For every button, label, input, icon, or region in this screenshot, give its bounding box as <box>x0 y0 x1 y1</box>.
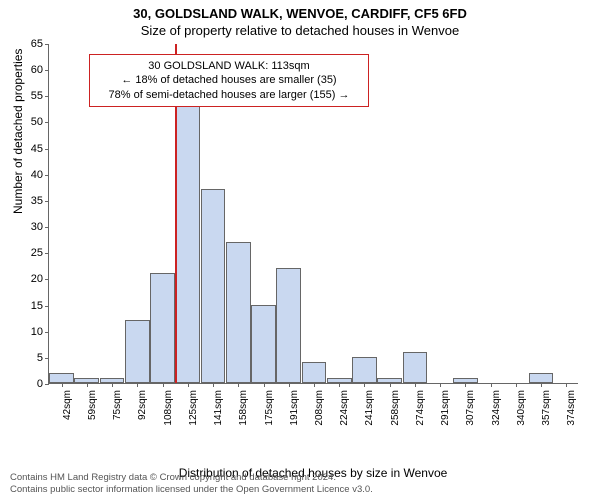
x-tick-mark <box>87 383 88 387</box>
y-tick-label: 15 <box>19 300 43 312</box>
histogram-bar <box>226 242 251 383</box>
y-tick-mark <box>45 175 49 176</box>
x-tick-mark <box>62 383 63 387</box>
x-tick-mark <box>364 383 365 387</box>
footer-line-2: Contains public sector information licen… <box>10 484 373 496</box>
x-tick-mark <box>339 383 340 387</box>
x-tick-mark <box>541 383 542 387</box>
y-tick-label: 0 <box>19 378 43 390</box>
annotation-line-3: 78% of semi-detached houses are larger (… <box>98 88 360 102</box>
y-tick-label: 20 <box>19 273 43 285</box>
y-tick-mark <box>45 201 49 202</box>
y-tick-label: 30 <box>19 221 43 233</box>
x-tick-mark <box>516 383 517 387</box>
y-tick-mark <box>45 44 49 45</box>
histogram-bar <box>150 273 175 383</box>
y-tick-mark <box>45 279 49 280</box>
y-tick-mark <box>45 70 49 71</box>
x-tick-mark <box>415 383 416 387</box>
histogram-bar <box>302 362 327 383</box>
y-tick-mark <box>45 96 49 97</box>
x-tick-mark <box>264 383 265 387</box>
histogram-bar <box>251 305 276 383</box>
x-tick-mark <box>238 383 239 387</box>
x-tick-mark <box>314 383 315 387</box>
histogram-chart: Number of detached properties 0510152025… <box>48 44 578 424</box>
plot-area: Number of detached properties 0510152025… <box>48 44 578 384</box>
y-tick-label: 10 <box>19 326 43 338</box>
annotation-box: 30 GOLDSLAND WALK: 113sqm← 18% of detach… <box>89 54 369 107</box>
y-tick-mark <box>45 358 49 359</box>
x-tick-mark <box>465 383 466 387</box>
x-tick-mark <box>163 383 164 387</box>
y-tick-label: 25 <box>19 247 43 259</box>
page-title-address: 30, GOLDSLAND WALK, WENVOE, CARDIFF, CF5… <box>0 0 600 21</box>
x-tick-mark <box>289 383 290 387</box>
histogram-bar <box>403 352 428 383</box>
histogram-bar <box>49 373 74 383</box>
y-tick-label: 60 <box>19 64 43 76</box>
y-tick-mark <box>45 253 49 254</box>
y-tick-label: 65 <box>19 38 43 50</box>
x-tick-mark <box>491 383 492 387</box>
annotation-line-2: ← 18% of detached houses are smaller (35… <box>98 73 360 87</box>
y-tick-mark <box>45 227 49 228</box>
y-tick-label: 55 <box>19 90 43 102</box>
x-tick-mark <box>440 383 441 387</box>
histogram-bar <box>125 320 150 383</box>
annotation-line-1: 30 GOLDSLAND WALK: 113sqm <box>98 59 360 73</box>
x-tick-mark <box>213 383 214 387</box>
histogram-bar <box>175 101 200 383</box>
histogram-bar <box>201 189 226 383</box>
y-tick-mark <box>45 332 49 333</box>
y-tick-label: 5 <box>19 352 43 364</box>
histogram-bar <box>352 357 377 383</box>
footer-line-1: Contains HM Land Registry data © Crown c… <box>10 472 373 484</box>
x-tick-mark <box>566 383 567 387</box>
y-tick-mark <box>45 306 49 307</box>
copyright-footer: Contains HM Land Registry data © Crown c… <box>10 472 373 496</box>
histogram-bar <box>276 268 301 383</box>
y-tick-label: 35 <box>19 195 43 207</box>
x-tick-mark <box>390 383 391 387</box>
x-tick-mark <box>188 383 189 387</box>
y-tick-label: 45 <box>19 143 43 155</box>
page-title-subtitle: Size of property relative to detached ho… <box>0 21 600 38</box>
y-tick-mark <box>45 149 49 150</box>
y-tick-label: 50 <box>19 116 43 128</box>
histogram-bar <box>529 373 554 383</box>
y-tick-label: 40 <box>19 169 43 181</box>
x-tick-mark <box>137 383 138 387</box>
y-tick-mark <box>45 122 49 123</box>
x-tick-mark <box>112 383 113 387</box>
y-tick-mark <box>45 384 49 385</box>
